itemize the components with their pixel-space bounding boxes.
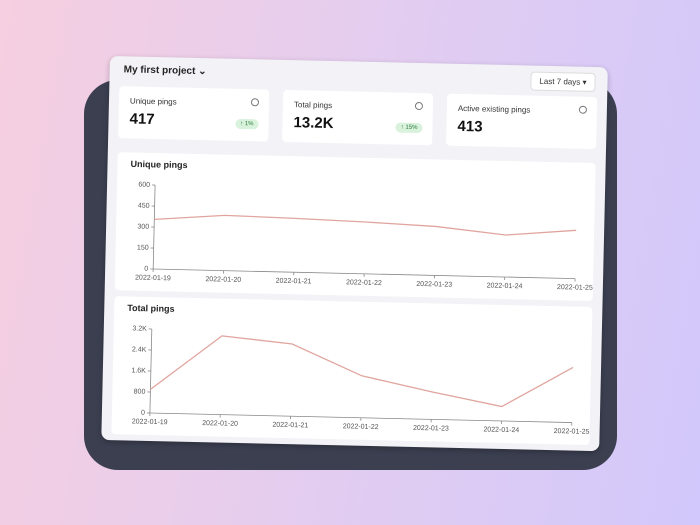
chart-title: Unique pings xyxy=(130,159,187,170)
stat-label: Total pings xyxy=(293,100,333,111)
chart-title: Total pings xyxy=(127,303,175,314)
x-tick-label: 2022-01-21 xyxy=(276,278,312,286)
stat-value: 417 xyxy=(129,110,155,129)
x-tick-label: 2022-01-23 xyxy=(413,425,449,433)
stat-card: Unique pings 417 ↑ 1% xyxy=(118,86,270,142)
stat-card: Active existing pings 413 xyxy=(446,93,598,150)
x-tick-label: 2022-01-25 xyxy=(557,284,593,292)
stat-label: Active existing pings xyxy=(457,103,531,115)
x-tick-label: 2022-01-19 xyxy=(135,274,171,282)
y-tick-label: 300 xyxy=(137,224,149,231)
y-tick-label: 3.2K xyxy=(132,325,147,332)
x-tick-label: 2022-01-25 xyxy=(554,428,590,436)
project-selector[interactable]: My first project ⌄ xyxy=(123,64,207,78)
x-tick-label: 2022-01-24 xyxy=(487,282,523,290)
x-tick-label: 2022-01-23 xyxy=(416,281,452,289)
line xyxy=(150,335,574,408)
x-tick-label: 2022-01-24 xyxy=(483,426,519,434)
project-name: My first project xyxy=(123,64,196,77)
chart-panel: Total pings 0 800 1.6K 2.4K 3.2K 2022-01-19 202… xyxy=(111,296,593,445)
change-text: 15% xyxy=(405,124,418,131)
chart-panel: Unique pings 0 150 300 450 600 2022-01-19 2022-… xyxy=(114,152,596,302)
dashboard: My first project ⌄ Last 7 days ▾ Unique … xyxy=(101,56,608,452)
chart: Total pings 0 800 1.6K 2.4K 3.2K 2022-01-19 202… xyxy=(127,303,590,436)
x-tick-label: 2022-01-22 xyxy=(346,279,382,287)
stat-label: Unique pings xyxy=(129,96,177,107)
x-tick-label: 2022-01-21 xyxy=(272,422,308,430)
range-label: Last 7 days xyxy=(539,76,581,87)
line xyxy=(154,214,577,236)
y-tick-label: 800 xyxy=(134,388,146,395)
info-icon[interactable] xyxy=(250,98,260,107)
y-tick-label: 0 xyxy=(141,410,145,417)
y-tick-label: 600 xyxy=(138,182,150,189)
info-icon[interactable] xyxy=(414,101,424,111)
info-icon[interactable] xyxy=(578,105,587,114)
stat-change: ↑ 1% xyxy=(235,118,259,130)
range-selector[interactable]: Last 7 days ▾ xyxy=(530,71,596,93)
stat-value: 413 xyxy=(457,117,483,136)
y-tick-label: 2.4K xyxy=(132,346,147,353)
stat-value: 13.2K xyxy=(293,114,334,133)
x-tick-label: 2022-01-20 xyxy=(202,420,238,428)
x-tick-label: 2022-01-20 xyxy=(205,276,241,284)
y-tick-label: 0 xyxy=(144,266,148,273)
y-tick-label: 1.6K xyxy=(131,367,146,374)
y-tick-label: 150 xyxy=(137,245,149,252)
y-tick-label: 450 xyxy=(138,203,150,210)
x-tick-label: 2022-01-22 xyxy=(343,423,379,431)
x-tick-label: 2022-01-19 xyxy=(132,418,168,426)
stat-change: ↑ 15% xyxy=(395,122,423,134)
change-text: 1% xyxy=(244,121,254,128)
chart: Unique pings 0 150 300 450 600 2022-01-19 2022-… xyxy=(130,159,593,292)
stat-card: Total pings 13.2K ↑ 15% xyxy=(282,89,434,146)
